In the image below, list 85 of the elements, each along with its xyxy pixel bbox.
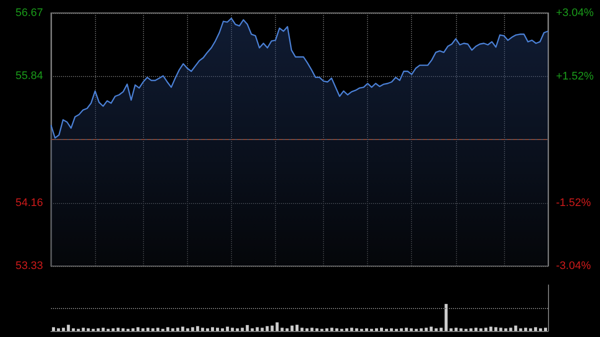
bar [156,328,160,331]
bar [276,322,279,331]
bar [141,328,144,331]
bar [66,324,70,331]
bar [450,328,453,331]
bar [246,325,249,331]
bar [290,326,294,331]
bar [96,328,100,331]
bar [116,328,120,331]
bar [539,328,542,331]
bar [544,328,548,331]
bar [479,328,482,331]
bar [499,328,502,331]
bar [166,327,170,331]
bar [400,328,403,331]
bar [266,326,269,331]
bar [325,328,328,331]
bar [410,328,413,331]
bar [529,328,532,331]
bar [350,328,354,331]
bar [136,327,140,331]
bar [365,328,368,331]
bar [196,326,200,331]
bar [474,328,478,331]
bar [250,328,254,331]
bar [201,328,204,331]
bar [236,328,239,331]
bar [454,328,458,331]
bar [240,328,244,331]
bar [132,328,135,331]
bar [112,328,115,331]
bar [494,327,498,331]
bar [230,328,234,331]
bar [434,328,438,331]
y-tick-label: 54.16 [15,197,43,210]
bar [206,328,210,331]
bar [519,328,522,331]
bar [430,326,433,331]
y-tick-label: 56.67 [15,7,43,19]
bar [62,328,65,331]
y2-tick-label: +3.04% [556,7,594,19]
bar [226,326,229,331]
bar [380,328,384,331]
bar [330,328,334,331]
y2-tick-label: -1.52% [556,196,592,209]
bar [186,328,190,331]
bar [315,328,318,331]
bar [444,304,448,331]
bar [280,328,284,331]
bar [514,326,518,331]
bar [82,328,85,331]
bar [151,328,154,331]
bar [469,328,472,331]
bar [296,324,299,331]
bar [181,326,184,331]
bar [220,328,224,331]
bar [72,328,75,331]
bar [191,327,194,331]
y2-tick-label: -3.04% [556,260,592,272]
bar [390,328,393,331]
bar [489,326,492,331]
bar [440,328,443,331]
y-tick-label: 55.84 [15,70,43,82]
y-tick-label: 53.33 [15,260,43,272]
bar [484,328,488,331]
bar [524,328,528,331]
bar [305,328,308,331]
bar [300,328,304,331]
bar [286,328,289,331]
bar [56,328,60,331]
bar [355,328,358,331]
bar [146,328,150,331]
bar [211,327,214,331]
bar [122,328,125,331]
bar [460,328,463,331]
bar [345,328,348,331]
bar [102,328,105,331]
bar [534,327,538,331]
bar [310,328,314,331]
bar [404,328,408,331]
bar [216,328,219,331]
y2-tick-label: +1.52% [556,70,594,82]
bar [52,327,55,331]
bar [375,328,378,331]
bar [270,326,274,331]
